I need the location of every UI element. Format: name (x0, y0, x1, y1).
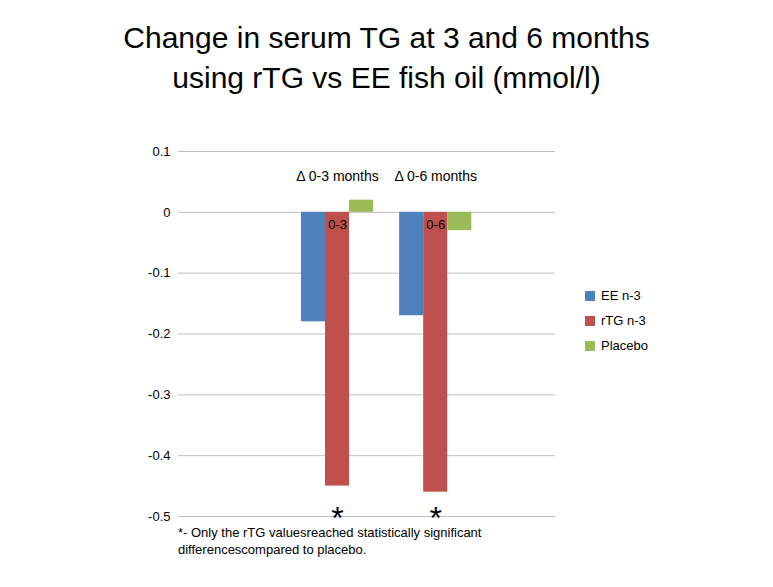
html-text:*- Only the rTG valuesreached: *- Only the rTG valuesreached statistica… (178, 525, 482, 557)
html-text:EE n-3: EE n-3 (601, 288, 641, 303)
svg-text:Δ 0-3 months: Δ 0-3 months (296, 168, 379, 184)
svg-text:-0.2: -0.2 (148, 326, 170, 341)
svg-text:Δ 0-6 months: Δ 0-6 months (394, 168, 477, 184)
svg-text:0-6: 0-6 (426, 216, 445, 231)
svg-text:-0.4: -0.4 (148, 448, 170, 463)
svg-text:0-3: 0-3 (328, 216, 347, 231)
svg-text:0: 0 (163, 204, 170, 219)
html-text:Placebo: Placebo (601, 338, 648, 353)
html-text:rTG n-3: rTG n-3 (601, 313, 646, 328)
svg-text:0.1: 0.1 (152, 144, 170, 159)
svg-text:-0.1: -0.1 (148, 265, 170, 280)
html-text:Change in serum TG at 3 and 6: Change in serum TG at 3 and 6 months usi… (123, 21, 650, 94)
svg-text:-0.3: -0.3 (148, 387, 170, 402)
svg-text:-0.5: -0.5 (148, 509, 170, 524)
